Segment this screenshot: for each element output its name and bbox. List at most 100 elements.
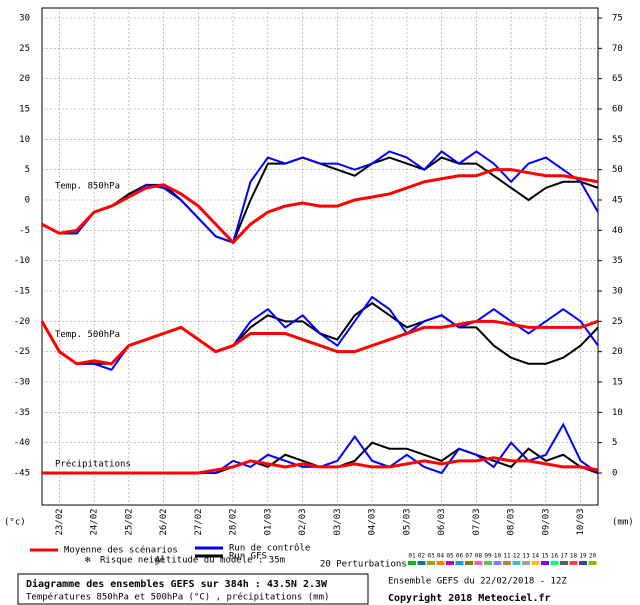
y-tick-label: -35 [14,408,30,418]
y-tick-label: 25 [19,44,30,54]
perturbation-num: 15 [541,553,549,560]
x-tick-label: 09/03 [541,508,551,535]
y-tick-label: -40 [14,438,30,448]
section-label: Temp. 500hPa [55,330,120,340]
perturbation-num: 04 [437,553,445,560]
perturbation-num: 07 [465,553,473,560]
perturbation-swatch [455,561,464,565]
x-tick-label: 10/03 [576,508,586,535]
y-unit: (°c) [4,518,26,528]
copyright: Copyright 2018 Meteociel.fr [388,592,551,604]
x-tick-label: 01/03 [263,508,273,535]
perturbation-num: 19 [579,553,587,560]
legend-label: Run GFS [229,552,267,562]
perturbation-swatch [560,561,568,565]
y2-tick-label: 35 [612,256,623,266]
perturbation-num: 20 [589,553,597,560]
y2-tick-label: 30 [612,287,623,297]
altitude: Altitude du modele : 35m [155,556,285,566]
y-tick-label: -15 [14,287,30,297]
x-tick-label: 05/03 [402,508,412,535]
info-box [17,573,369,605]
perturbation-num: 02 [418,553,426,560]
perturbation-num: 16 [551,553,559,560]
perturbation-swatch [512,561,521,565]
y2-tick-label: 75 [612,14,623,24]
perturbation-swatch [427,561,435,565]
y2-tick-label: 55 [612,135,623,145]
info-subtitle: Températures 850hPa et 500hPa (°C) , pré… [26,592,329,603]
perturbation-num: 13 [522,553,530,560]
perturbation-swatch [417,561,426,565]
perturbation-swatch [588,561,597,565]
y-tick-label: 5 [25,165,30,175]
y2-tick-label: 20 [612,347,623,357]
y2-tick-label: 15 [612,378,623,388]
y-tick-label: 0 [25,196,30,206]
x-tick-label: 08/03 [507,508,517,535]
perturbation-swatch [493,561,502,565]
x-tick-label: 23/02 [55,508,65,535]
y2-tick-label: 50 [612,165,623,175]
y-tick-label: -20 [14,317,30,327]
perturbation-num: 05 [446,553,454,560]
y-tick-label: 15 [19,105,30,115]
snow-label: Risque neige [100,556,165,566]
x-tick-label: 28/02 [229,508,239,535]
snow-icon: ❄ [85,556,91,566]
x-tick-label: 26/02 [159,508,169,535]
perturbation-swatch [522,561,530,565]
y2-tick-label: 65 [612,74,623,84]
y2-tick-label: 10 [612,408,623,418]
x-tick-label: 25/02 [124,508,134,535]
perturbation-num: 10 [494,553,502,560]
y-tick-label: 30 [19,14,30,24]
perturbation-swatch [579,561,587,565]
perturbation-num: 18 [570,553,578,560]
perturbations-title: 20 Perturbations [320,560,407,570]
info-title: Diagramme des ensembles GEFS sur 384h : … [26,578,328,590]
y2-tick-label: 0 [612,469,617,479]
y2-tick-label: 45 [612,196,623,206]
x-tick-label: 24/02 [90,508,100,535]
perturbation-num: 11 [503,553,511,560]
perturbation-num: 01 [408,553,416,560]
section-label: Précipitations [55,459,131,470]
perturbation-num: 17 [560,553,568,560]
perturbation-swatch [436,561,445,565]
section-label: Temp. 850hPa [55,182,120,192]
y2-unit: (mm) [612,518,634,528]
perturbation-swatch [531,561,540,565]
perturbation-num: 09 [484,553,492,560]
y2-tick-label: 5 [612,438,617,448]
perturbation-swatch [550,561,559,565]
y-tick-label: -25 [14,347,30,357]
plot-frame [41,7,599,506]
series-line [41,168,599,245]
perturbation-num: 08 [475,553,483,560]
y-tick-label: -45 [14,469,30,479]
x-tick-label: 07/03 [472,508,482,535]
series-line [42,456,599,475]
perturbation-swatch [569,561,578,565]
y2-tick-label: 70 [612,44,623,54]
perturbation-swatch [503,561,511,565]
y-tick-label: -5 [19,226,30,236]
y-tick-label: 20 [19,74,30,84]
perturbation-swatch [474,561,483,565]
y2-tick-label: 60 [612,105,623,115]
y2-tick-label: 25 [612,317,623,327]
perturbation-swatch [541,561,549,565]
perturbation-swatch [465,561,473,565]
perturbation-num: 12 [513,553,521,560]
y-tick-label: -10 [14,256,30,266]
perturbation-num: 06 [456,553,464,560]
run: Ensemble GEFS du 22/02/2018 - 12Z [388,577,567,587]
x-tick-label: 04/03 [368,508,378,535]
y2-tick-label: 40 [612,226,623,236]
x-tick-label: 06/03 [437,508,447,535]
series-line [40,319,599,366]
perturbation-swatch [408,561,416,565]
x-tick-label: 27/02 [194,508,204,535]
